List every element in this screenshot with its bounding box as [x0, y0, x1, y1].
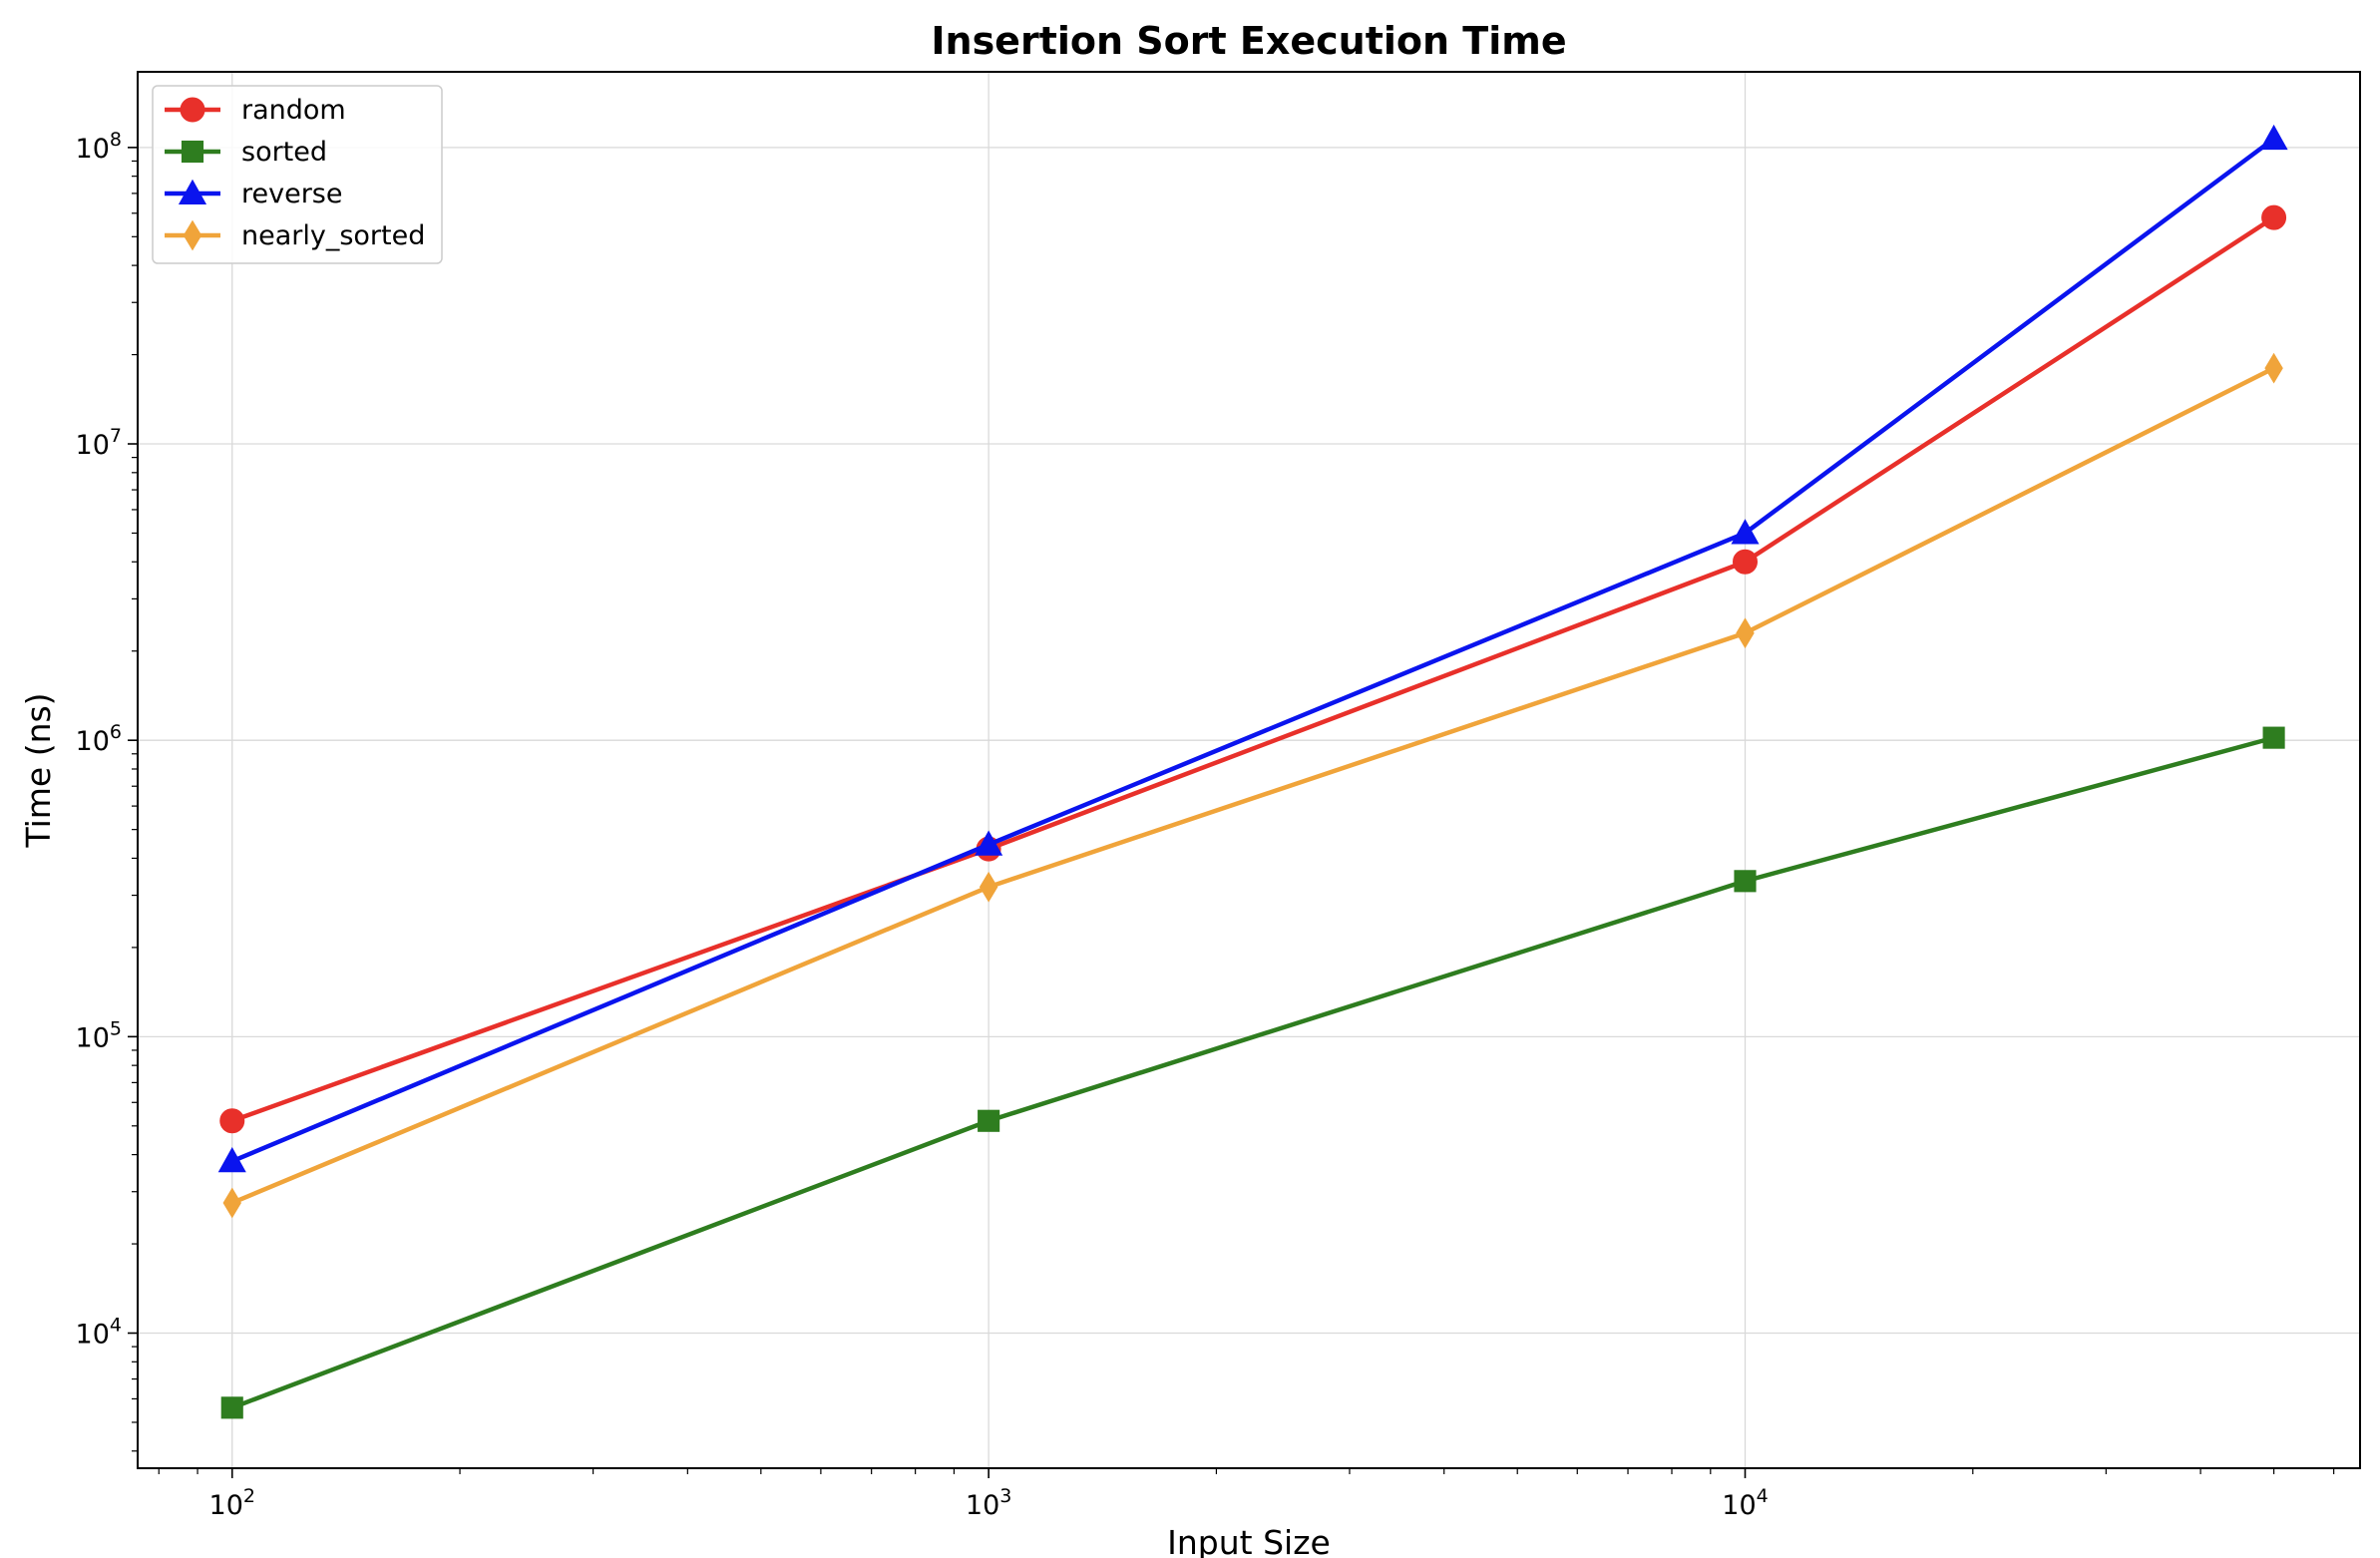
data-point — [2264, 352, 2283, 384]
y-tick-label-exponent: 8 — [110, 129, 122, 151]
x-tick-label-base: 10 — [209, 1490, 243, 1521]
x-tick-label: 104 — [1722, 1485, 1768, 1521]
y-tick-label: 106 — [76, 721, 122, 757]
y-tick-label-exponent: 5 — [110, 1017, 122, 1039]
x-tick-label-exponent: 4 — [1757, 1485, 1769, 1507]
y-tick-label-base: 10 — [76, 1022, 110, 1053]
x-tick-label: 103 — [966, 1485, 1011, 1521]
y-tick-label-exponent: 4 — [110, 1315, 122, 1337]
y-tick-label-exponent: 6 — [110, 721, 122, 743]
data-point — [1734, 870, 1757, 893]
y-tick-label: 108 — [76, 129, 122, 165]
series-line — [230, 215, 2275, 1123]
y-tick-label-exponent: 7 — [110, 425, 122, 447]
data-point — [1736, 617, 1755, 649]
data-point — [2259, 124, 2288, 151]
legend-marker — [181, 140, 204, 164]
series-sorted — [220, 726, 2285, 1419]
plot-frame — [137, 71, 2361, 1469]
y-tick-label-base: 10 — [76, 726, 110, 757]
x-tick-label-base: 10 — [1722, 1490, 1756, 1521]
series-line — [230, 366, 2275, 1206]
data-point — [222, 1187, 241, 1219]
legend-marker — [180, 97, 205, 123]
x-tick-label-exponent: 2 — [243, 1485, 255, 1507]
x-axis-label: Input Size — [1167, 1523, 1331, 1558]
series-reverse — [217, 124, 2288, 1173]
legend-marker — [178, 179, 207, 205]
data-point — [217, 1146, 246, 1173]
series-layer — [217, 124, 2288, 1419]
data-point — [1731, 519, 1760, 545]
data-point — [2261, 204, 2287, 230]
data-point — [2262, 726, 2285, 749]
data-point — [220, 1396, 243, 1419]
y-tick-label-base: 10 — [76, 430, 110, 461]
grid — [138, 72, 2360, 1468]
series-line — [230, 137, 2275, 1164]
data-point — [979, 871, 998, 903]
y-tick-label-base: 10 — [76, 134, 110, 165]
y-tick-label: 105 — [76, 1017, 122, 1053]
legend: random sorted reverse nearly_sorted — [152, 85, 443, 264]
x-tick-label-exponent: 3 — [999, 1485, 1011, 1507]
legend-item-random: random — [165, 95, 346, 126]
y-tick-label-base: 10 — [76, 1320, 110, 1351]
x-tick-label-base: 10 — [966, 1490, 999, 1521]
y-tick-label: 104 — [76, 1315, 122, 1351]
x-tick-label: 102 — [209, 1485, 255, 1521]
y-tick-label: 107 — [76, 425, 122, 461]
legend-item-reverse: reverse — [165, 179, 343, 209]
legend-item-nearly-sorted: nearly_sorted — [165, 219, 425, 251]
legend-label: random — [241, 95, 346, 126]
legend-label: nearly_sorted — [241, 220, 425, 251]
legend-marker — [183, 219, 202, 251]
data-point — [219, 1108, 245, 1134]
chart-title: Insertion Sort Execution Time — [931, 19, 1566, 63]
legend-label: reverse — [241, 179, 343, 209]
series-nearly-sorted — [222, 352, 2283, 1219]
y-axis-label: Time (ns) — [19, 692, 58, 848]
legend-item-sorted: sorted — [165, 137, 327, 168]
legend-label: sorted — [241, 137, 327, 168]
series-line — [230, 735, 2275, 1410]
data-point — [978, 1109, 1000, 1132]
legend-box — [152, 85, 443, 264]
data-point — [975, 830, 1003, 856]
data-point — [1733, 549, 1759, 575]
